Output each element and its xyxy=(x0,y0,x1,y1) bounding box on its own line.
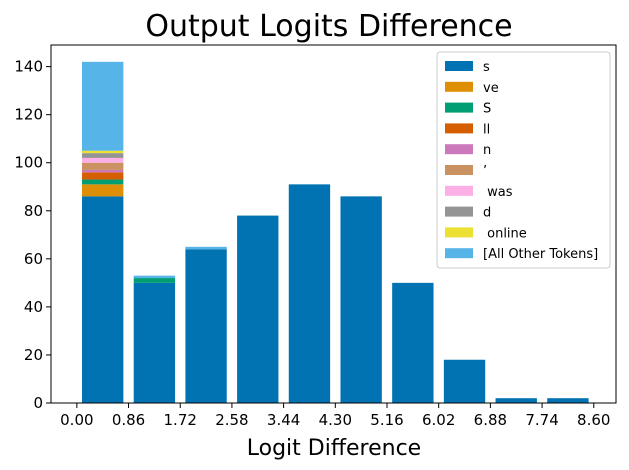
x-axis-label: Logit Difference xyxy=(247,436,421,461)
chart-title: Output Logits Difference xyxy=(145,9,512,44)
bar-segment-3-series-10 xyxy=(185,246,227,250)
bar-segment-9-series-1 xyxy=(495,398,537,403)
bar-segment-1-series-6 xyxy=(82,162,124,170)
legend-swatch xyxy=(445,61,473,71)
x-tick-label: 2.58 xyxy=(215,411,248,429)
legend-entry-label: was xyxy=(483,185,513,200)
bar-segment-1-series-4 xyxy=(82,172,124,180)
bar-segment-1-series-3 xyxy=(82,179,124,185)
legend-swatch xyxy=(445,81,473,92)
bar-segment-3-series-1 xyxy=(185,249,227,403)
y-tick-label: 120 xyxy=(14,106,43,124)
x-tick-label: 5.16 xyxy=(370,411,403,429)
y-tick-label: 40 xyxy=(24,298,43,316)
bar-segment-5-series-1 xyxy=(288,184,331,403)
legend-entry-label: S xyxy=(483,102,491,117)
legend-entry-label: d xyxy=(483,206,491,221)
legend-swatch xyxy=(445,165,473,175)
legend-swatch xyxy=(445,144,473,155)
x-tick-label: 0.00 xyxy=(60,411,93,429)
y-tick-label: 140 xyxy=(14,58,43,76)
legend-swatch xyxy=(445,227,473,238)
x-tick-label: 1.72 xyxy=(164,411,197,429)
y-tick-label: 100 xyxy=(14,154,43,172)
legend-swatch xyxy=(445,123,473,134)
bar-segment-1-series-5 xyxy=(82,169,124,173)
bars-group xyxy=(82,61,589,403)
legend-swatch xyxy=(445,102,473,113)
legend-entry-label: ll xyxy=(483,122,490,137)
bar-segment-1-series-2 xyxy=(82,184,124,197)
bar-segment-2-series-3 xyxy=(133,278,176,283)
legend-frame xyxy=(436,51,611,269)
bar-segment-1-series-9 xyxy=(82,150,124,154)
bar-segment-1-series-1 xyxy=(82,196,124,403)
x-tick-label: 6.02 xyxy=(422,411,455,429)
x-tick-label: 7.74 xyxy=(525,411,558,429)
y-tick-label: 0 xyxy=(33,394,43,412)
y-tick-label: 60 xyxy=(24,250,43,268)
legend-entry-label: [All Other Tokens] xyxy=(483,247,598,262)
y-axis-ticks: 0 20 40 60 80 100 120 140 xyxy=(14,58,51,412)
bar-segment-10-series-1 xyxy=(547,398,589,403)
bar-segment-2-series-1 xyxy=(133,282,176,403)
x-tick-label: 0.86 xyxy=(112,411,145,429)
x-tick-label: 4.30 xyxy=(319,411,352,429)
x-axis-ticks: 0.00 0.86 1.72 2.58 3.44 4.30 5.16 6.02 6.88 7.74… xyxy=(60,403,610,429)
bar-segment-1-series-10 xyxy=(82,61,124,151)
legend-swatch xyxy=(445,185,473,196)
y-tick-label: 80 xyxy=(24,202,43,220)
axes-frame xyxy=(50,44,617,404)
bar-segment-7-series-1 xyxy=(392,282,434,403)
x-tick-label: 6.88 xyxy=(474,411,507,429)
legend: s ve Sll n ’ was d online [All Other Tokens] xyxy=(436,51,611,269)
legend-entry-label: online xyxy=(483,226,527,241)
x-tick-label: 3.44 xyxy=(267,411,300,429)
legend-swatch xyxy=(445,248,473,259)
bar-segment-2-series-10 xyxy=(133,275,176,279)
bar-segment-1-series-7 xyxy=(82,157,124,163)
legend-entry-label: ve xyxy=(483,81,499,96)
legend-entry-label: s xyxy=(483,60,490,75)
y-tick-label: 20 xyxy=(24,346,43,364)
legend-entry-label: ’ xyxy=(483,164,487,179)
x-tick-label: 8.60 xyxy=(577,411,610,429)
bar-segment-8-series-1 xyxy=(443,359,486,403)
bar-segment-1-series-8 xyxy=(82,153,124,158)
bar-segment-4-series-1 xyxy=(237,215,279,403)
bar-segment-6-series-1 xyxy=(340,196,382,403)
legend-entry-label: n xyxy=(483,143,491,158)
legend-swatch xyxy=(445,206,473,217)
